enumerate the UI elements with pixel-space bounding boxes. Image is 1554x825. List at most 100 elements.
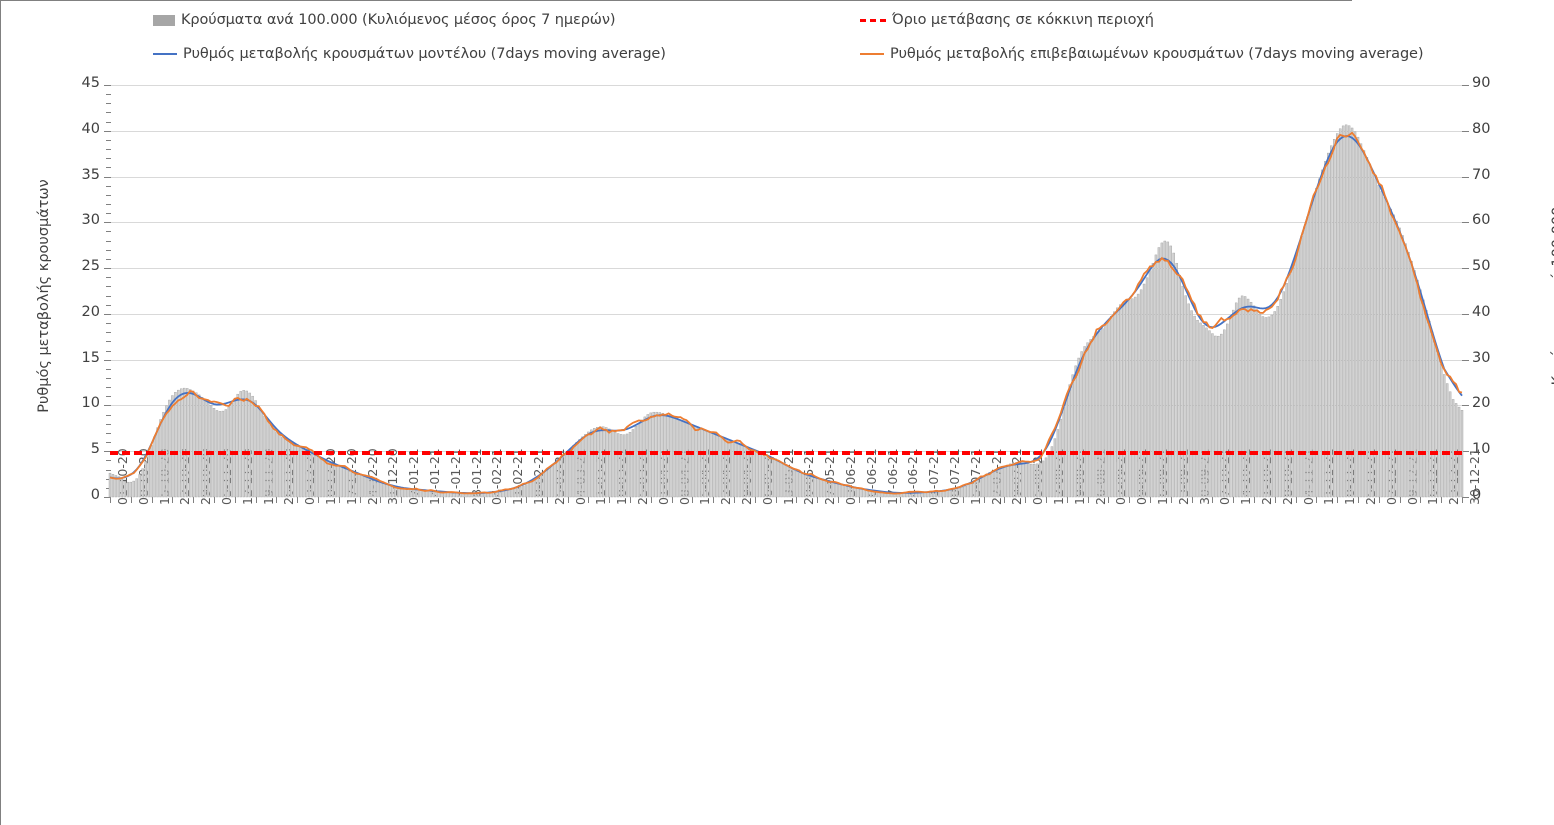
cases-bar [1009, 463, 1012, 498]
cases-bar [1445, 383, 1449, 498]
cases-bar [1026, 463, 1030, 498]
gridline [110, 176, 1462, 178]
legend-item-cases-bars[interactable]: Κρούσματα ανά 100.000 (Κυλιόμενος μέσος … [153, 12, 616, 28]
cases-bar [1220, 333, 1223, 498]
cases-bar [1398, 227, 1401, 498]
gridline [110, 405, 1462, 407]
dashed-line-swatch-icon [860, 18, 886, 22]
gridline [110, 130, 1462, 132]
cases-bar [194, 392, 198, 498]
y-axis-right-tick-mark [1462, 451, 1469, 453]
cases-bar [1169, 245, 1173, 498]
cases-bar [120, 478, 124, 498]
cases-bar [275, 431, 278, 498]
cases-bar [1018, 462, 1021, 498]
cases-bar [123, 480, 127, 498]
cases-bar [1154, 254, 1158, 498]
cases-bar [830, 481, 834, 498]
cases-bar [1410, 261, 1413, 498]
x-axis-tick-mark [838, 497, 839, 503]
cases-bar [1184, 295, 1187, 498]
cases-bar [554, 462, 557, 498]
x-axis-tick-mark [380, 497, 382, 503]
cases-bar [521, 485, 525, 498]
cases-bar [346, 468, 349, 498]
x-axis-tick-mark [1441, 497, 1443, 503]
cases-bar [545, 469, 549, 498]
cases-bar [753, 449, 757, 498]
x-axis-tick-mark [671, 497, 673, 503]
cases-bar [239, 391, 242, 498]
y-axis-left-minor-tick [106, 286, 111, 288]
x-axis-tick-mark [1046, 497, 1047, 503]
cases-bar [1083, 346, 1086, 498]
y-axis-left-minor-tick [106, 368, 111, 370]
cases-bar [798, 472, 801, 498]
cases-bar [349, 470, 352, 498]
y-axis-left-minor-tick [106, 103, 111, 105]
cases-bar [527, 482, 531, 498]
x-axis-tick-mark [1316, 497, 1318, 503]
cases-bar [961, 486, 965, 498]
y-axis-left-minor-tick [106, 350, 111, 352]
y-axis-left-minor-tick [106, 149, 111, 151]
cases-bar [1148, 270, 1152, 498]
legend-item-model-line[interactable]: Ρυθμός μεταβολής κρουσμάτων μοντέλου (7d… [153, 46, 666, 62]
cases-bar [703, 429, 706, 498]
cases-bar [1416, 279, 1419, 498]
y-axis-left-minor-tick [106, 469, 111, 471]
cases-bar [664, 413, 667, 498]
y-axis-left-tick-label: 30 [81, 212, 100, 229]
cases-bar [1243, 296, 1247, 498]
cases-bar [287, 440, 290, 498]
cases-bar [1053, 438, 1057, 498]
cases-bar [765, 454, 768, 498]
cases-bar [1353, 131, 1357, 498]
cases-bar [1092, 336, 1095, 498]
cases-bar [946, 490, 950, 498]
cases-bar [566, 451, 569, 498]
cases-bar [934, 491, 938, 498]
x-axis-tick-mark [921, 497, 923, 503]
cases-bar [759, 452, 762, 498]
cases-bar [358, 473, 361, 498]
y-axis-right-tick-label: 70 [1472, 166, 1491, 183]
cases-bar [842, 485, 846, 498]
x-axis-tick-mark [1004, 497, 1006, 503]
cases-bar [1113, 311, 1116, 498]
cases-bar [560, 457, 563, 498]
cases-bar [750, 448, 754, 498]
cases-bar [290, 441, 293, 498]
cases-bar [515, 487, 519, 498]
cases-bar [1065, 395, 1069, 498]
y-axis-left-tick-mark [104, 176, 111, 178]
cases-bar [1077, 357, 1080, 498]
cases-bar [278, 434, 281, 498]
legend-item-confirmed-line[interactable]: Ρυθμός μεταβολής επιβεβαιωμένων κρουσμάτ… [860, 46, 1424, 62]
cases-bar [254, 400, 257, 498]
cases-bar [1071, 374, 1074, 498]
cases-bar [646, 414, 650, 498]
x-axis-tick-mark [193, 497, 195, 503]
cases-bar [1157, 247, 1161, 498]
x-axis-tick-mark [1233, 497, 1235, 503]
cases-bar [370, 478, 373, 498]
cases-bar [1166, 241, 1170, 498]
red-zone-threshold-line [110, 451, 1462, 456]
cases-bar [391, 486, 394, 498]
cases-bar [506, 489, 510, 498]
x-axis-tick-mark [276, 497, 278, 503]
x-axis-tick-mark [650, 497, 652, 503]
legend-item-threshold[interactable]: Όριο μετάβασης σε κόκκινη περιοχή [860, 12, 1154, 28]
cases-bar [640, 419, 644, 498]
cases-bar [542, 472, 546, 498]
cases-bar [266, 420, 269, 498]
cases-bar [1437, 353, 1440, 498]
cases-bar [512, 488, 516, 498]
y-axis-right-tick-label: 20 [1472, 395, 1491, 412]
cases-bar [860, 488, 863, 498]
cases-bar [1261, 316, 1265, 498]
y-axis-left-minor-tick [106, 94, 111, 96]
cases-bar [337, 465, 341, 498]
cases-bar [720, 436, 724, 498]
